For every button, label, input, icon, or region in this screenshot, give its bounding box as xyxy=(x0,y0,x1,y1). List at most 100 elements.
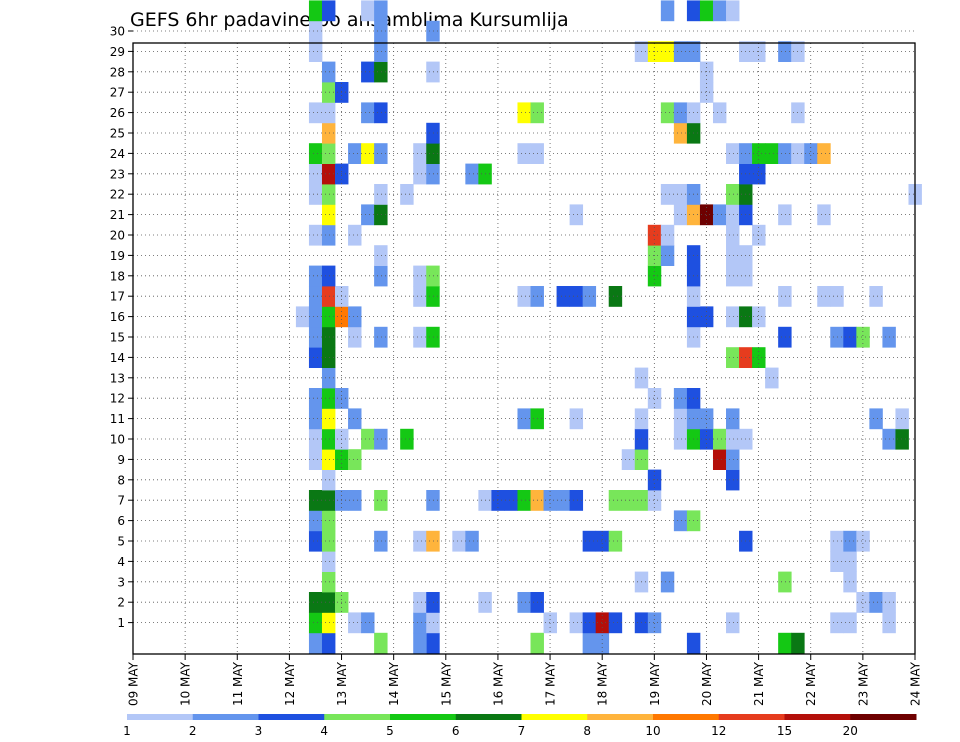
heatmap-cell xyxy=(608,612,623,634)
heatmap-cell xyxy=(321,408,336,430)
heatmap-cell xyxy=(465,163,479,185)
heatmap-cell xyxy=(517,143,531,164)
heatmap-cell xyxy=(361,428,375,450)
heatmap-cell xyxy=(830,612,844,634)
heatmap-cell xyxy=(374,428,388,450)
x-tick-label: 24 MAY xyxy=(909,661,923,706)
heatmap-cell xyxy=(517,592,531,613)
heatmap-cell xyxy=(647,388,662,409)
heatmap-cell xyxy=(426,612,440,634)
y-tick-label: 18 xyxy=(110,269,125,283)
heatmap-cell xyxy=(843,326,857,348)
x-tick-label: 10 MAY xyxy=(179,661,193,706)
y-tick-label: 22 xyxy=(110,188,125,202)
heatmap-cell xyxy=(726,184,740,205)
heatmap-cell xyxy=(413,592,427,613)
heatmap-cell xyxy=(778,286,792,307)
heatmap-cell xyxy=(426,490,440,511)
heatmap-cell xyxy=(726,428,740,450)
heatmap-cell xyxy=(726,245,740,266)
heatmap-cell xyxy=(413,326,427,348)
y-tick-label: 15 xyxy=(110,331,125,345)
heatmap-cell xyxy=(608,286,623,307)
heatmap-cell xyxy=(726,265,740,287)
heatmap-cell xyxy=(895,428,909,450)
heatmap-cell xyxy=(321,388,336,409)
heatmap-cell xyxy=(726,347,740,368)
colorbar-swatch xyxy=(587,714,654,720)
heatmap-cell xyxy=(361,612,375,634)
x-tick-label: 09 MAY xyxy=(127,661,141,706)
colorbar-swatch xyxy=(521,714,588,720)
heatmap-cell xyxy=(321,224,336,246)
heatmap-cell xyxy=(374,632,388,654)
colorbar-label: 12 xyxy=(711,724,726,738)
colorbar-label: 6 xyxy=(452,724,460,738)
heatmap-cell xyxy=(321,612,336,634)
heatmap-cell xyxy=(374,184,388,205)
heatmap-cell xyxy=(400,184,414,205)
heatmap-cell xyxy=(608,530,623,552)
heatmap-cell xyxy=(374,326,388,348)
heatmap-cells xyxy=(295,0,922,654)
y-tick-label: 4 xyxy=(117,555,125,569)
heatmap-cell xyxy=(308,265,323,287)
y-tick-label: 7 xyxy=(117,494,125,508)
heatmap-cell xyxy=(621,490,636,511)
y-tick-label: 25 xyxy=(110,127,125,141)
heatmap-cell xyxy=(321,122,336,144)
heatmap-cell xyxy=(843,530,857,552)
y-tick-label: 6 xyxy=(117,514,125,528)
heatmap-cell xyxy=(569,286,584,307)
heatmap-cell xyxy=(778,571,792,593)
heatmap-cell xyxy=(673,204,688,226)
heatmap-cell xyxy=(660,224,675,246)
y-axis-ticks: 1234567891011121314151617181920212223242… xyxy=(110,25,133,630)
heatmap-cell xyxy=(673,428,688,450)
heatmap-cell xyxy=(660,41,675,62)
heatmap-cell xyxy=(321,530,336,552)
heatmap-cell xyxy=(426,632,440,654)
colorbar-label: 15 xyxy=(777,724,792,738)
heatmap-cell xyxy=(673,184,688,205)
heatmap-cell xyxy=(426,163,440,185)
heatmap-cell xyxy=(752,347,766,368)
y-tick-label: 13 xyxy=(110,371,125,385)
heatmap-cell xyxy=(321,0,336,22)
heatmap-cell xyxy=(308,41,323,62)
heatmap-cell xyxy=(726,449,740,470)
heatmap-cell xyxy=(426,20,440,42)
y-tick-label: 20 xyxy=(110,229,125,243)
heatmap-cell xyxy=(426,326,440,348)
heatmap-cell xyxy=(817,143,831,164)
y-tick-label: 28 xyxy=(110,65,125,79)
colorbar-label: 1 xyxy=(123,724,131,738)
heatmap-cell xyxy=(843,551,857,572)
y-tick-label: 17 xyxy=(110,290,125,304)
heatmap-cell xyxy=(321,571,336,593)
heatmap-cell xyxy=(426,286,440,307)
heatmap-cell xyxy=(348,612,362,634)
heatmap-cell xyxy=(856,592,870,613)
colorbar-label: 3 xyxy=(255,724,263,738)
colorbar-swatch xyxy=(324,714,391,720)
heatmap-cell xyxy=(308,163,323,185)
heatmap-cell xyxy=(660,245,675,266)
colorbar-swatch xyxy=(192,714,259,720)
heatmap-cell xyxy=(361,102,375,124)
heatmap-cell xyxy=(647,490,662,511)
heatmap-cell xyxy=(321,551,336,572)
heatmap-cell xyxy=(543,612,557,634)
heatmap-cell xyxy=(321,143,336,164)
heatmap-cell xyxy=(869,286,883,307)
heatmap-cell xyxy=(752,306,766,328)
heatmap-cell xyxy=(361,143,375,164)
y-tick-label: 30 xyxy=(110,25,125,39)
heatmap-cell xyxy=(752,143,766,164)
heatmap-cell xyxy=(308,224,323,246)
heatmap-cell xyxy=(308,347,323,368)
heatmap-cell xyxy=(621,449,636,470)
heatmap-cell xyxy=(543,490,557,511)
heatmap-cell xyxy=(413,143,427,164)
